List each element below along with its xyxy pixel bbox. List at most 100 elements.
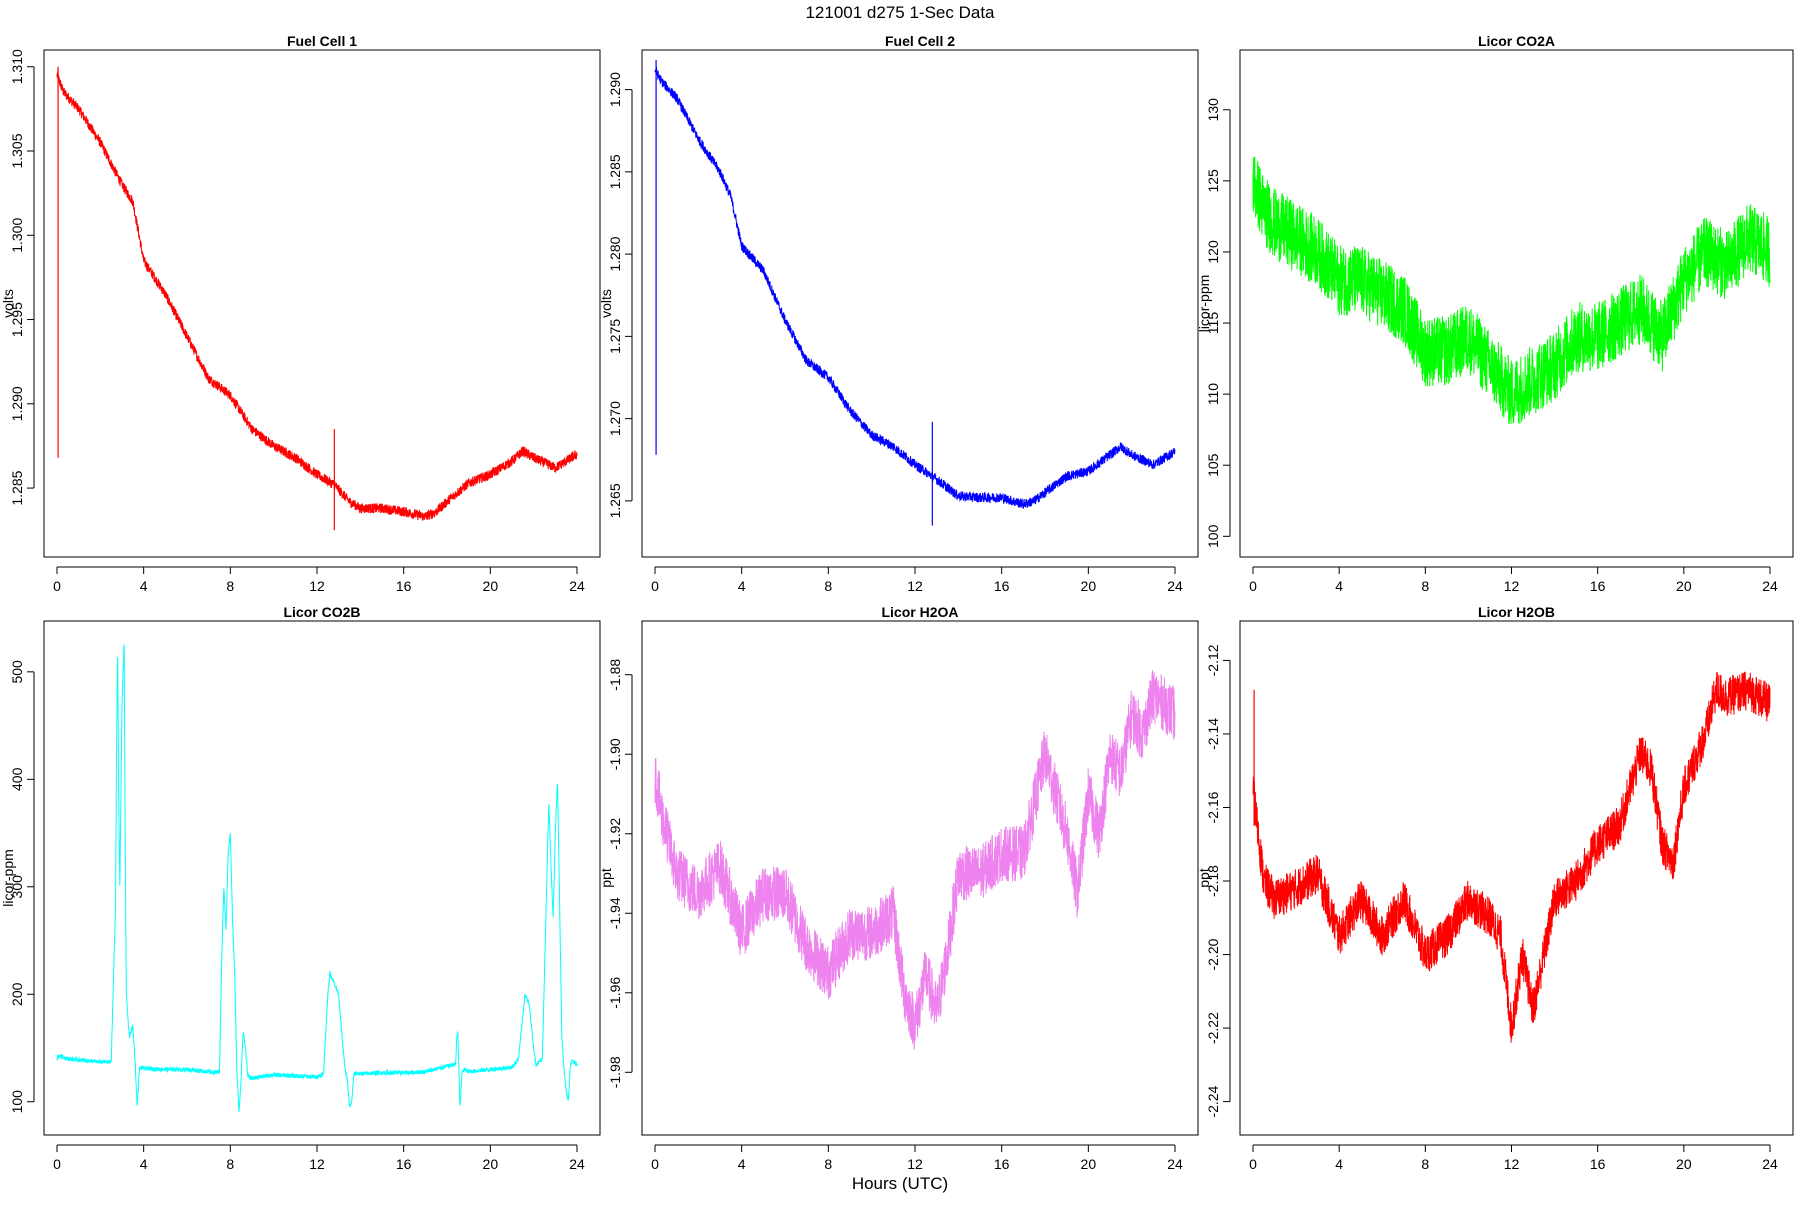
x-tick-label: 12 bbox=[309, 1156, 325, 1172]
y-tick-label: 1.300 bbox=[9, 218, 25, 253]
x-tick-label: 16 bbox=[396, 578, 412, 594]
x-tick-label: 0 bbox=[53, 578, 61, 594]
y-tick-label: 100 bbox=[9, 1090, 25, 1114]
plot-frame bbox=[43, 49, 601, 558]
y-tick-label: 500 bbox=[9, 660, 25, 684]
y-tick-label: 125 bbox=[1205, 169, 1221, 193]
y-tick-label: 1.265 bbox=[607, 483, 623, 518]
y-tick-label: -2.14 bbox=[1205, 718, 1221, 750]
y-tick-label: 1.295 bbox=[9, 302, 25, 337]
series-line bbox=[56, 643, 578, 1113]
x-tick-label: 4 bbox=[738, 578, 746, 594]
panel-2: Fuel Cell 2 0 4 8 12 16 20 24 1.265 1.270 1.275 1.2… bbox=[598, 33, 1199, 594]
series-line bbox=[654, 669, 1176, 1051]
y-tick-label: -1.98 bbox=[607, 1056, 623, 1088]
panel-title: Licor CO2A bbox=[1478, 33, 1555, 49]
x-tick-label: 12 bbox=[1504, 578, 1520, 594]
x-tick-label: 8 bbox=[226, 578, 234, 594]
y-tick-label: 1.285 bbox=[9, 470, 25, 505]
y-tick-label: 1.305 bbox=[9, 133, 25, 168]
y-axis-label: licor-ppm bbox=[0, 849, 16, 907]
y-tick-label: -1.96 bbox=[607, 977, 623, 1009]
x-tick-label: 20 bbox=[1081, 578, 1097, 594]
y-tick-label: 1.285 bbox=[607, 154, 623, 189]
x-tick-label: 8 bbox=[1421, 578, 1429, 594]
y-tick-label: 1.270 bbox=[607, 401, 623, 436]
y-axis-label: volts bbox=[598, 289, 614, 318]
y-tick-label: 1.290 bbox=[9, 386, 25, 421]
panel-4: Licor CO2B 0 4 8 12 16 20 24 100 200 300 400 500 lico… bbox=[0, 604, 601, 1172]
x-tick-label: 0 bbox=[651, 578, 659, 594]
panel-5: Licor H2OA 0 4 8 12 16 20 24 -1.98 -1.96 -1.94 -1.9… bbox=[598, 604, 1199, 1172]
y-tick-label: -2.20 bbox=[1205, 938, 1221, 970]
panel-title: Licor H2OB bbox=[1478, 604, 1555, 620]
x-tick-label: 0 bbox=[1249, 1156, 1257, 1172]
x-tick-label: 24 bbox=[1167, 578, 1183, 594]
x-tick-label: 8 bbox=[824, 1156, 832, 1172]
x-tick-label: 4 bbox=[140, 1156, 148, 1172]
x-tick-label: 8 bbox=[824, 578, 832, 594]
y-tick-label: 300 bbox=[9, 875, 25, 899]
y-tick-label: 1.280 bbox=[607, 236, 623, 271]
x-tick-label: 0 bbox=[53, 1156, 61, 1172]
x-tick-label: 0 bbox=[1249, 578, 1257, 594]
x-tick-label: 24 bbox=[569, 578, 585, 594]
x-tick-label: 4 bbox=[1335, 578, 1343, 594]
series-line bbox=[1252, 671, 1771, 1043]
x-tick-label: 24 bbox=[1167, 1156, 1183, 1172]
plot-frame bbox=[1239, 49, 1794, 558]
y-tick-label: 130 bbox=[1205, 98, 1221, 122]
x-tick-label: 16 bbox=[994, 1156, 1010, 1172]
x-tick-label: 8 bbox=[226, 1156, 234, 1172]
y-axis-label: licor-ppm bbox=[1196, 275, 1212, 333]
x-tick-label: 20 bbox=[483, 1156, 499, 1172]
y-axis-label: volts bbox=[0, 289, 16, 318]
plot-frame bbox=[641, 620, 1199, 1136]
x-tick-label: 12 bbox=[309, 578, 325, 594]
x-tick-label: 20 bbox=[483, 578, 499, 594]
y-tick-label: 110 bbox=[1205, 383, 1221, 406]
x-tick-label: 4 bbox=[1335, 1156, 1343, 1172]
x-tick-label: 20 bbox=[1676, 1156, 1692, 1172]
panel-3: Licor CO2A 0 4 8 12 16 20 24 100 105 110 115 120 125 1… bbox=[1196, 33, 1794, 594]
y-tick-label: -1.88 bbox=[607, 659, 623, 691]
y-tick-label: -2.24 bbox=[1205, 1085, 1221, 1117]
y-tick-label: -1.92 bbox=[607, 818, 623, 850]
y-tick-label: 1.310 bbox=[9, 49, 25, 84]
panel-title: Licor H2OA bbox=[881, 604, 958, 620]
y-axis-label: ppt bbox=[598, 868, 614, 888]
y-tick-label: 105 bbox=[1205, 453, 1221, 477]
x-tick-label: 24 bbox=[569, 1156, 585, 1172]
series-line bbox=[1252, 155, 1771, 425]
series-line bbox=[654, 66, 1176, 509]
y-tick-label: 400 bbox=[9, 767, 25, 791]
plot-frame bbox=[43, 620, 601, 1136]
x-tick-label: 16 bbox=[994, 578, 1010, 594]
y-tick-label: 1.290 bbox=[607, 72, 623, 107]
panel-title: Fuel Cell 2 bbox=[885, 33, 955, 49]
x-tick-label: 16 bbox=[1590, 578, 1606, 594]
panel-6: Licor H2OB 0 4 8 12 16 20 24 -2.24 -2.22 -2.20 -2.1… bbox=[1196, 604, 1794, 1172]
x-tick-label: 4 bbox=[738, 1156, 746, 1172]
y-tick-label: 100 bbox=[1205, 524, 1221, 548]
x-tick-label: 24 bbox=[1762, 1156, 1778, 1172]
x-tick-label: 16 bbox=[1590, 1156, 1606, 1172]
panel-title: Licor CO2B bbox=[283, 604, 360, 620]
panels-group: Fuel Cell 1 0 4 8 12 16 20 24 1.285 1.290 1.295 1.3… bbox=[0, 33, 1794, 1172]
x-tick-label: 0 bbox=[651, 1156, 659, 1172]
x-tick-label: 20 bbox=[1676, 578, 1692, 594]
panel-1: Fuel Cell 1 0 4 8 12 16 20 24 1.285 1.290 1.295 1.3… bbox=[0, 33, 601, 594]
y-tick-label: -2.16 bbox=[1205, 791, 1221, 823]
panel-title: Fuel Cell 1 bbox=[287, 33, 357, 49]
plot-frame bbox=[1239, 620, 1794, 1136]
y-tick-label: 1.275 bbox=[607, 319, 623, 354]
plot-frame bbox=[641, 49, 1199, 558]
x-tick-label: 12 bbox=[907, 578, 923, 594]
y-tick-label: -2.12 bbox=[1205, 644, 1221, 676]
x-tick-label: 8 bbox=[1421, 1156, 1429, 1172]
figure-title: 121001 d275 1-Sec Data bbox=[805, 3, 995, 22]
x-axis-label: Hours (UTC) bbox=[852, 1174, 948, 1193]
x-tick-label: 12 bbox=[907, 1156, 923, 1172]
x-tick-label: 16 bbox=[396, 1156, 412, 1172]
